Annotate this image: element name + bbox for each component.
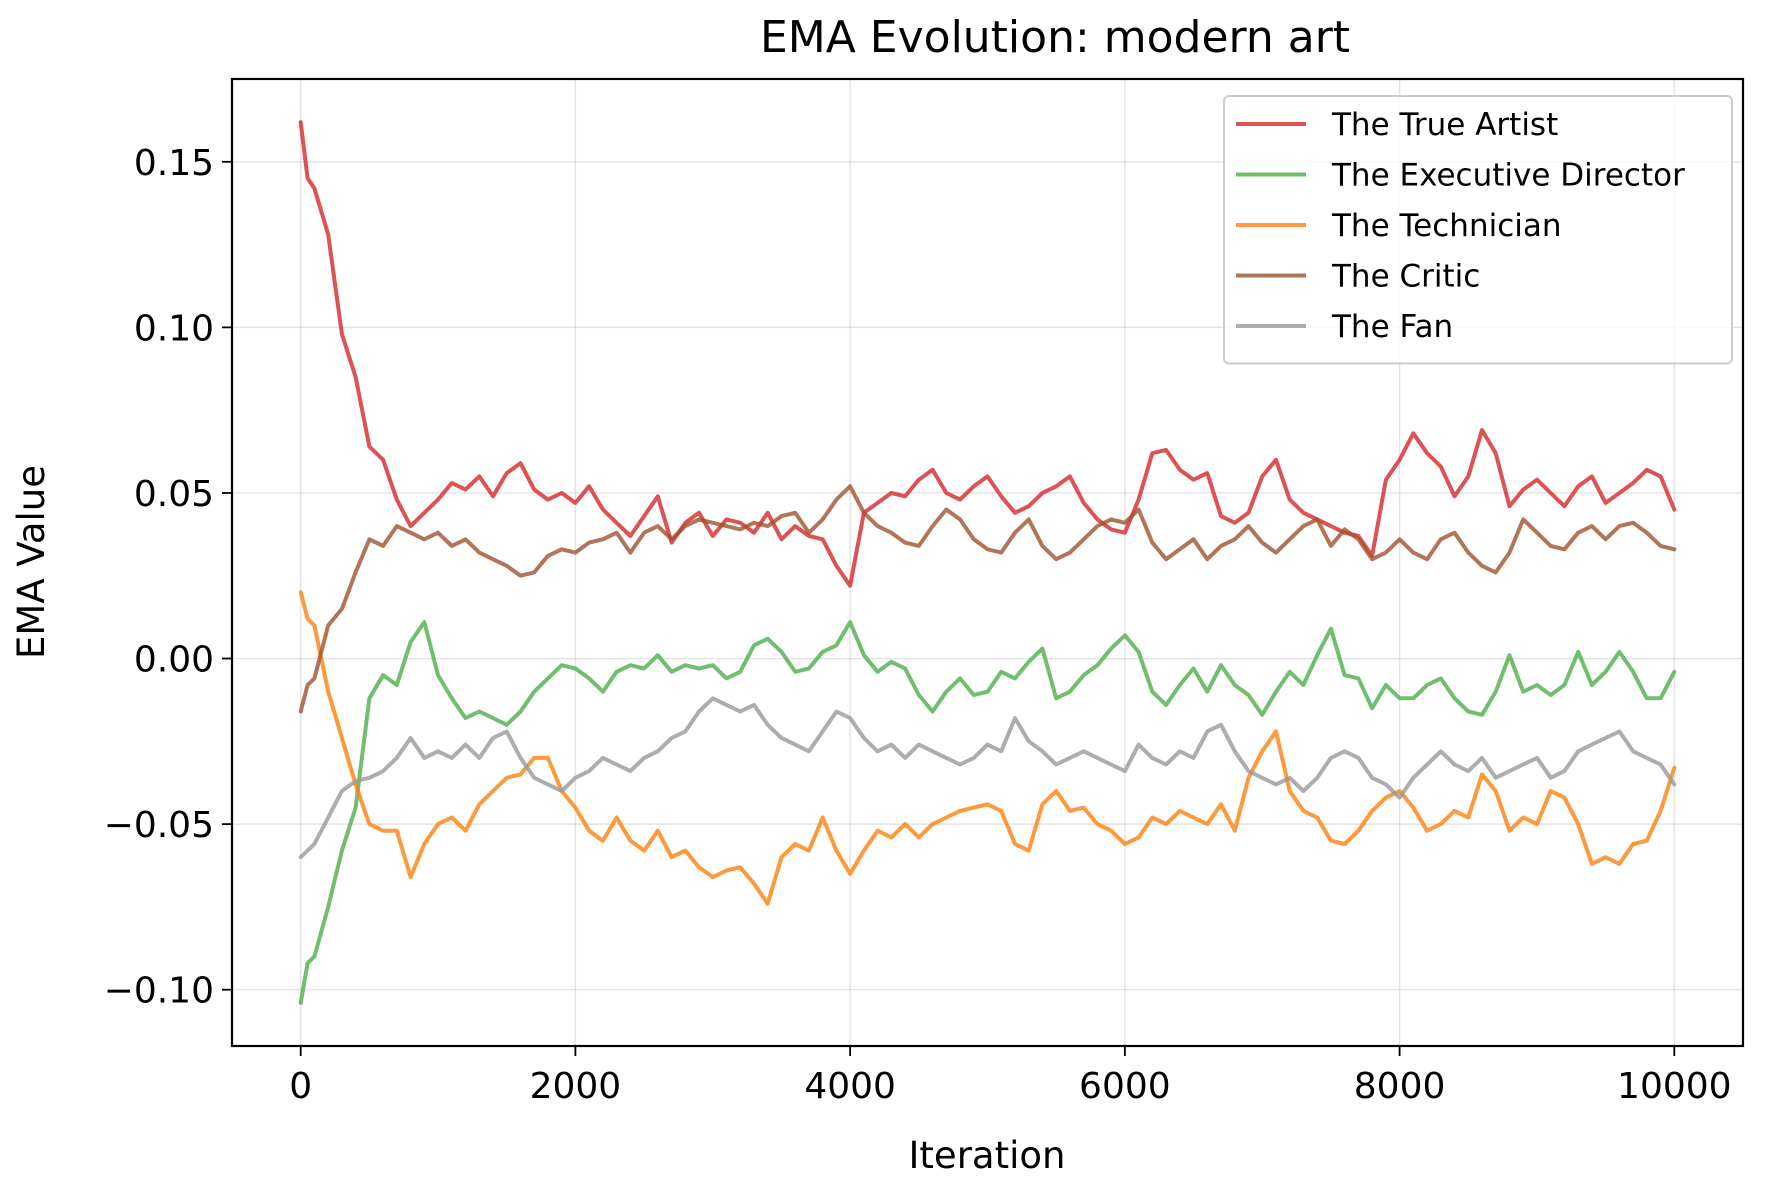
legend-label: The Critic xyxy=(1331,259,1480,295)
legend: The True Artist The Executive Director The… xyxy=(1223,95,1733,365)
y-tick-label: −0.10 xyxy=(104,971,214,1012)
grid xyxy=(232,79,1743,1046)
series-line-the-true-artist xyxy=(298,120,1677,588)
x-tick-label: 6000 xyxy=(1079,1066,1171,1107)
x-tick-label: 4000 xyxy=(804,1066,896,1107)
legend-box xyxy=(1223,95,1733,365)
x-tick-label: 8000 xyxy=(1354,1066,1446,1107)
series-line-the-critic xyxy=(298,484,1677,714)
plot-area xyxy=(298,120,1677,1005)
legend-label: The True Artist xyxy=(1331,107,1558,143)
x-tick-label: 2000 xyxy=(530,1066,622,1107)
series-line-the-executive-director xyxy=(298,620,1677,1005)
y-tick-label: 0.00 xyxy=(134,640,214,681)
y-tick-label: 0.10 xyxy=(134,308,214,349)
y-tick-label: −0.05 xyxy=(104,805,214,846)
y-tick-label: 0.15 xyxy=(134,143,214,184)
chart-title: EMA Evolution: modern art xyxy=(760,12,1350,63)
legend-label: The Technician xyxy=(1331,208,1562,244)
y-tick-label: 0.05 xyxy=(134,474,214,515)
series-line-the-technician xyxy=(298,590,1677,906)
y-axis: 0.15 0.10 0.05 0.00 −0.05 −0.10 xyxy=(104,143,232,1012)
y-axis-label: EMA Value xyxy=(10,465,53,659)
x-tick-label: 10000 xyxy=(1617,1066,1732,1107)
axes-frame xyxy=(230,77,1745,1048)
series-line-the-fan xyxy=(298,696,1677,860)
x-axis-label: Iteration xyxy=(909,1134,1066,1177)
legend-label: The Fan xyxy=(1331,309,1453,345)
x-axis: 0 2000 4000 6000 8000 10000 xyxy=(289,1046,1732,1107)
legend-label: The Executive Director xyxy=(1331,158,1685,194)
x-tick-label: 0 xyxy=(289,1066,312,1107)
